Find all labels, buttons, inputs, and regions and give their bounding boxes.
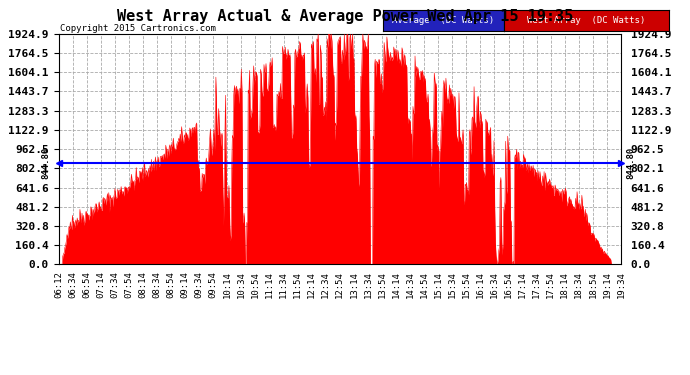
Text: West Array Actual & Average Power Wed Apr 15 19:35: West Array Actual & Average Power Wed Ap…	[117, 9, 573, 24]
Text: Average  (DC Watts): Average (DC Watts)	[392, 16, 495, 25]
Text: West Array  (DC Watts): West Array (DC Watts)	[527, 16, 646, 25]
Text: 844.80: 844.80	[627, 147, 635, 179]
Text: Copyright 2015 Cartronics.com: Copyright 2015 Cartronics.com	[60, 24, 216, 33]
Text: 844.80: 844.80	[41, 147, 50, 179]
